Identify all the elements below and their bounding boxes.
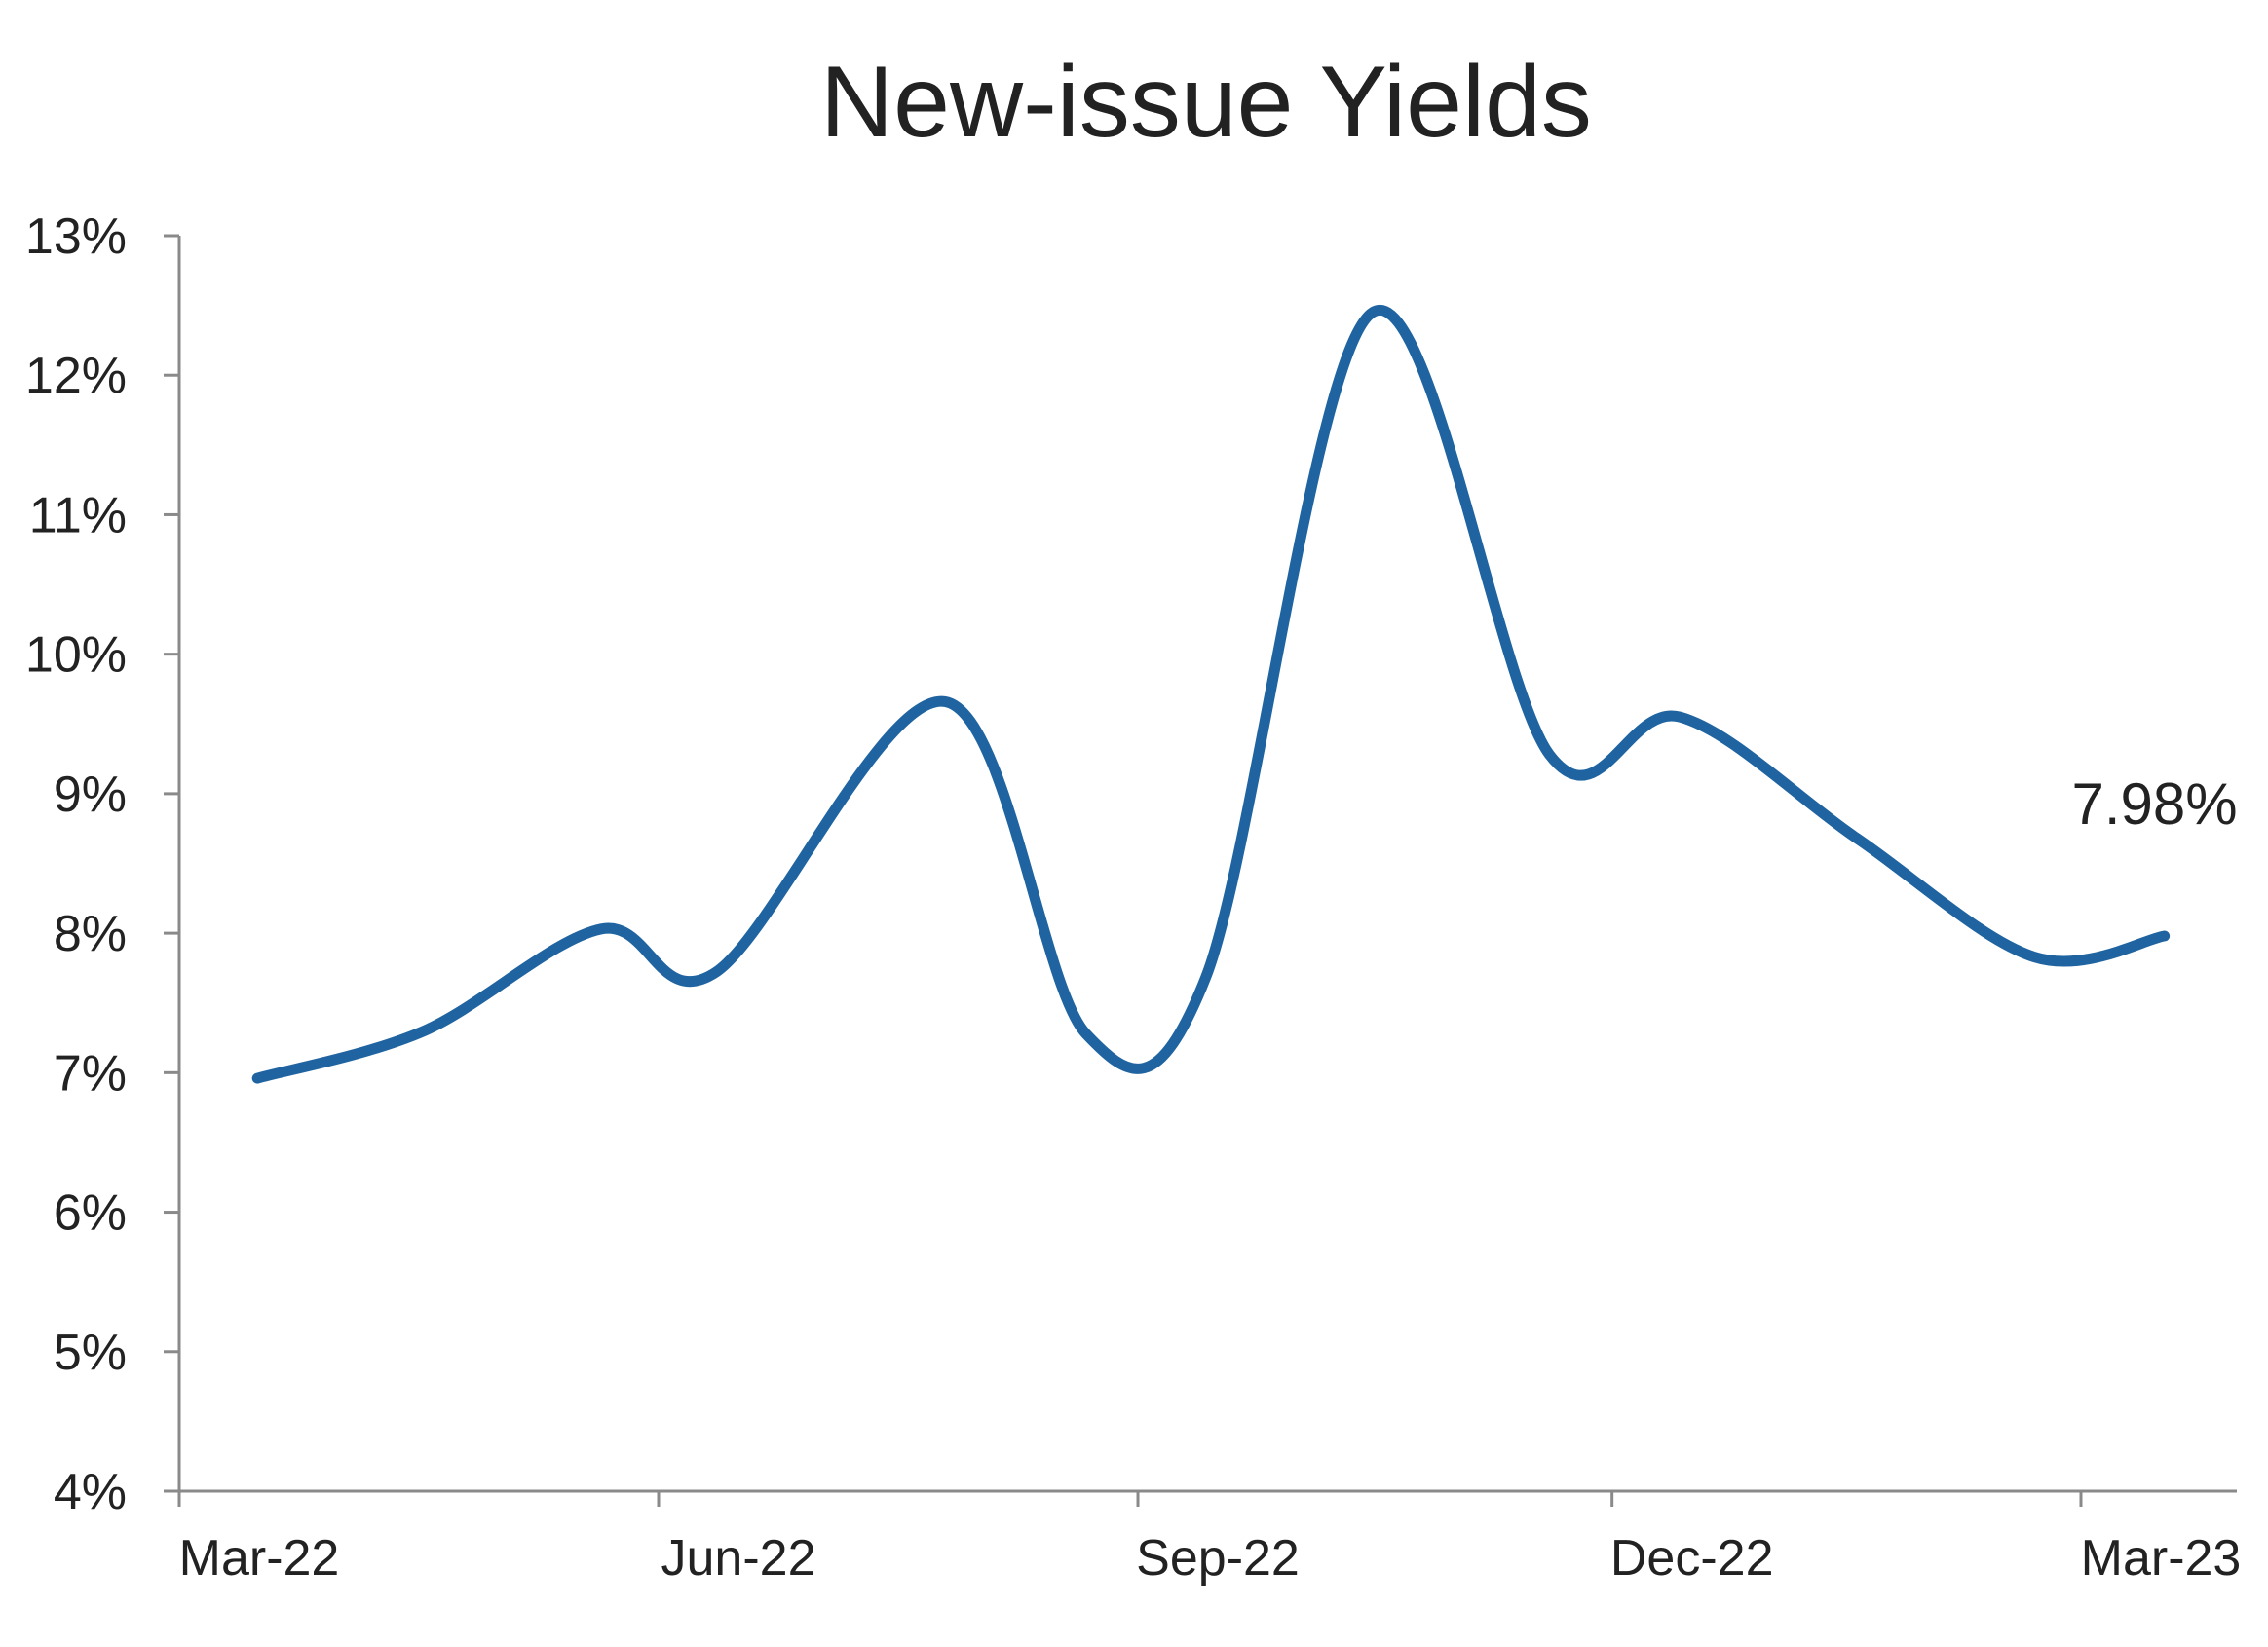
y-tick-label: 4% (54, 1464, 127, 1520)
y-tick-label: 11% (29, 487, 127, 543)
y-tick-label: 5% (54, 1325, 127, 1381)
y-tick-label: 12% (25, 348, 127, 404)
data-point (715, 972, 716, 973)
data-point (945, 701, 946, 702)
x-tick-label: Dec-22 (1610, 1530, 1774, 1587)
data-point (2033, 956, 2034, 957)
x-axis: Mar-22 Jun-22 Sep-22 Dec-22 Mar-23 (177, 1489, 2242, 1587)
data-point (601, 928, 602, 929)
data-point (257, 1078, 258, 1079)
data-point (1205, 977, 1206, 978)
x-tick-label: Jun-22 (662, 1530, 816, 1587)
y-tick-label: 6% (54, 1185, 127, 1242)
x-tick-label: Mar-22 (179, 1530, 340, 1587)
y-axis: 4% 5% 6% 7% 8% 9% 10% 11% 12% 13% (25, 208, 181, 1520)
data-point (1549, 754, 1550, 755)
y-tick-label: 7% (54, 1045, 127, 1102)
y-tick-label: 10% (25, 627, 127, 684)
data-point (1372, 312, 1373, 313)
data-point (1085, 1033, 1086, 1034)
y-tick-label: 8% (54, 906, 127, 962)
data-point (424, 1030, 425, 1031)
series-line-0 (251, 305, 2171, 1084)
series-layer (251, 305, 2171, 1084)
x-tick-label: Sep-22 (1136, 1530, 1300, 1587)
y-tick-label: 9% (54, 767, 127, 823)
annotation-layer: 7.98% (2071, 771, 2237, 837)
y-tick-label: 13% (25, 208, 127, 265)
chart-title: New-issue Yields (820, 46, 1592, 159)
data-point (1857, 838, 1858, 839)
data-point (2164, 935, 2165, 936)
data-point (1680, 717, 1681, 718)
data-label-last-value: 7.98% (2071, 771, 2237, 837)
x-tick-label: Mar-23 (2081, 1530, 2242, 1587)
